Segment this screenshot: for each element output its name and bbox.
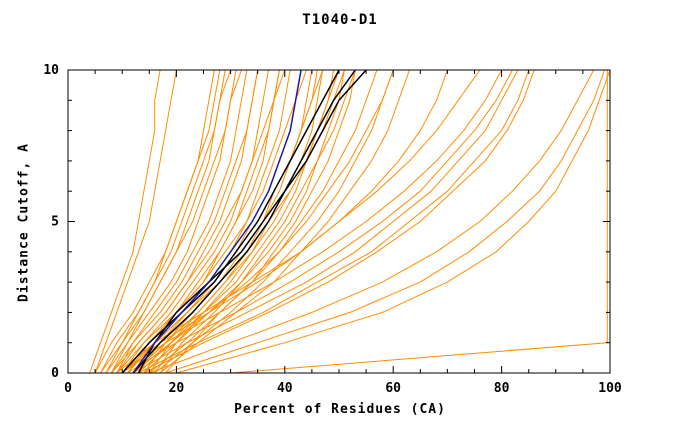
- series-model-30: [132, 69, 519, 374]
- series-model-16: [121, 69, 286, 374]
- y-tick-label: 10: [43, 63, 59, 78]
- series-model-14: [165, 69, 356, 374]
- x-tick-label: 40: [277, 381, 293, 396]
- x-tick-label: 0: [64, 381, 72, 396]
- series-model-15: [116, 69, 259, 374]
- series-model-18: [110, 69, 242, 374]
- series-model-13: [159, 69, 345, 374]
- chart-title: T1040-D1: [302, 12, 378, 28]
- series-highlight-black-1: [121, 69, 340, 374]
- y-tick-label: 5: [51, 215, 59, 230]
- x-tick-label: 20: [169, 381, 185, 396]
- series-model-33: [127, 69, 513, 374]
- x-tick-label: 60: [385, 381, 401, 396]
- series-model-29: [121, 69, 503, 374]
- x-tick-label: 100: [598, 381, 622, 396]
- series-model-41: [121, 69, 345, 374]
- series-model-24: [159, 69, 410, 374]
- y-tick-label: 0: [51, 366, 59, 381]
- series-model-26: [105, 69, 221, 374]
- series-model-23: [154, 69, 394, 374]
- series-model-22: [148, 69, 378, 374]
- series-model-27: [94, 69, 177, 374]
- x-axis-label: Percent of Residues (CA): [234, 402, 446, 417]
- series-model-21: [143, 69, 356, 374]
- series-model-42: [132, 69, 394, 374]
- series-model-35: [149, 69, 595, 374]
- series-model-43: [121, 69, 448, 374]
- series-model-06: [121, 69, 270, 374]
- series-highlight-blue-1: [132, 69, 302, 374]
- series-model-39: [110, 69, 280, 374]
- x-tick-label: 80: [494, 381, 510, 396]
- series-model-19: [100, 69, 232, 374]
- series-model-37: [176, 69, 611, 374]
- series-model-40: [116, 69, 307, 374]
- series-model-36: [165, 69, 606, 374]
- series-model-32: [143, 69, 535, 374]
- series-model-38: [230, 70, 608, 374]
- series-model-34: [138, 69, 530, 374]
- series-model-04: [110, 69, 248, 374]
- series-highlight-black-3: [137, 69, 367, 374]
- series-highlight-black-2: [132, 69, 356, 374]
- series-model-28: [89, 69, 161, 374]
